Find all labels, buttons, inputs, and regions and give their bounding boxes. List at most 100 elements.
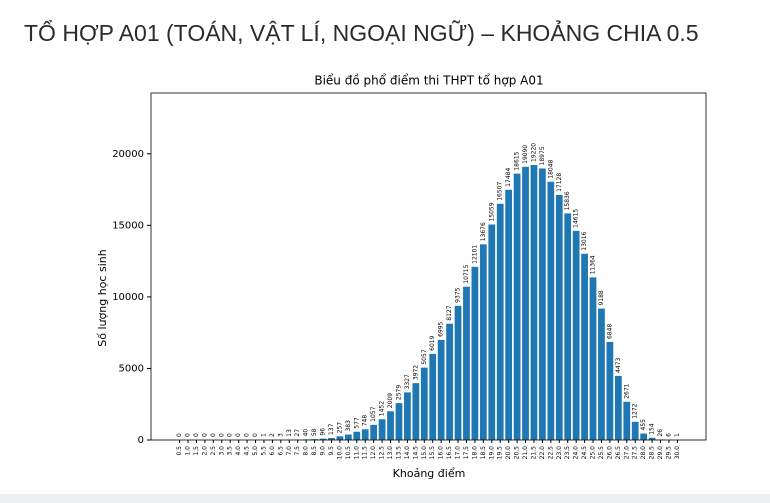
value-label: 3 <box>277 433 284 437</box>
x-tick-label: 25.5 <box>598 446 605 460</box>
x-tick-label: 21.0 <box>522 446 529 460</box>
x-tick-label: 16.0 <box>438 446 445 460</box>
x-tick-label: 13.0 <box>387 446 394 460</box>
value-label: 18975 <box>539 146 546 165</box>
x-tick-label: 27.5 <box>632 446 639 460</box>
bar <box>412 383 420 440</box>
x-tick-label: 29.0 <box>657 446 664 460</box>
value-label: 2 <box>269 433 276 437</box>
bar <box>581 253 588 440</box>
y-axis-label: Số lượng học sinh <box>96 249 109 346</box>
y-tick-label: 15000 <box>112 220 144 231</box>
x-tick-label: 8.0 <box>303 446 310 456</box>
value-label: 40 <box>303 429 310 437</box>
x-tick-label: 1.5 <box>193 446 200 456</box>
value-label: 577 <box>353 417 360 429</box>
value-label: 58 <box>311 428 318 436</box>
value-label: 0 <box>244 433 251 437</box>
value-label: 19090 <box>522 145 529 164</box>
y-tick-label: 20000 <box>112 149 144 160</box>
x-tick-label: 20.5 <box>514 446 521 460</box>
x-tick-label: 22.5 <box>547 446 554 460</box>
value-label: 96 <box>320 428 327 436</box>
value-label: 0 <box>210 433 217 437</box>
x-tick-label: 27.0 <box>623 446 630 460</box>
x-tick-label: 3.0 <box>218 446 225 456</box>
value-label: 154 <box>649 423 656 435</box>
x-tick-label: 28.5 <box>649 446 656 460</box>
y-tick-label: 10000 <box>112 292 144 303</box>
value-label: 19220 <box>530 143 537 162</box>
value-label: 18615 <box>514 151 521 170</box>
x-tick-label: 23.5 <box>564 446 571 460</box>
bar <box>479 244 487 440</box>
chart-title: Biểu đồ phổ điểm thi THPT tổ hợp A01 <box>314 74 543 88</box>
bar <box>361 429 369 440</box>
value-label: 0 <box>193 433 200 437</box>
bar <box>429 353 437 440</box>
x-tick-label: 26.0 <box>606 446 613 460</box>
value-label: 9188 <box>598 290 605 305</box>
value-label: 1 <box>260 433 267 437</box>
x-tick-label: 2.5 <box>210 446 217 456</box>
value-label: 0 <box>176 433 183 437</box>
value-label: 17484 <box>505 168 512 187</box>
bar <box>547 181 555 440</box>
bar <box>404 392 411 440</box>
x-tick-label: 20.0 <box>505 446 512 460</box>
x-tick-label: 14.5 <box>412 446 419 460</box>
value-label: 15836 <box>564 191 571 210</box>
bar <box>454 305 462 440</box>
value-label: 2579 <box>395 385 402 400</box>
x-tick-label: 19.5 <box>497 446 504 460</box>
x-tick-label: 15.0 <box>421 446 428 460</box>
bar <box>598 308 605 440</box>
x-tick-label: 9.0 <box>320 446 327 456</box>
value-label: 15059 <box>488 202 495 221</box>
x-tick-label: 29.5 <box>665 446 672 460</box>
value-label: 748 <box>362 415 369 427</box>
x-tick-label: 17.0 <box>455 446 462 460</box>
x-tick-label: 24.5 <box>581 446 588 460</box>
value-label: 14615 <box>573 209 580 228</box>
x-tick-label: 5.5 <box>260 446 267 456</box>
x-tick-label: 2.0 <box>201 446 208 456</box>
x-tick-label: 28.0 <box>640 446 647 460</box>
bar <box>572 230 580 440</box>
value-label: 0 <box>218 433 225 437</box>
bar <box>606 342 614 440</box>
bar <box>614 375 622 440</box>
slide-title: TỔ HỢP A01 (TOÁN, VẬT LÍ, NGOẠI NGỮ) – K… <box>24 20 699 46</box>
x-axis-label: Khoảng điểm <box>393 467 466 480</box>
value-label: 16507 <box>497 182 504 201</box>
x-tick-label: 9.5 <box>328 446 335 456</box>
value-label: 9375 <box>455 287 462 302</box>
x-tick-label: 21.5 <box>530 446 537 460</box>
x-tick-label: 5.0 <box>252 446 259 456</box>
value-label: 0 <box>235 433 242 437</box>
value-label: 0 <box>185 433 192 437</box>
bar <box>463 286 470 440</box>
bar <box>446 323 453 440</box>
value-label: 13016 <box>581 231 588 250</box>
bar <box>488 224 496 440</box>
value-label: 12101 <box>471 245 478 264</box>
value-label: 0 <box>227 433 234 437</box>
value-label: 1452 <box>379 401 386 416</box>
bar <box>513 173 521 440</box>
x-tick-label: 1.0 <box>185 446 192 456</box>
x-tick-label: 14.0 <box>404 446 411 460</box>
value-label: 2009 <box>387 393 394 408</box>
value-label: 257 <box>336 422 343 434</box>
bar <box>640 433 648 440</box>
value-label: 26 <box>657 429 664 437</box>
value-label: 6848 <box>606 324 613 339</box>
value-label: 13 <box>286 429 293 437</box>
value-label: 17128 <box>556 173 563 192</box>
value-label: 1272 <box>632 403 639 418</box>
x-tick-label: 23.0 <box>556 446 563 460</box>
footer-bar <box>0 494 770 503</box>
bar <box>496 203 504 440</box>
bar <box>564 213 572 440</box>
value-label: 455 <box>640 419 647 431</box>
